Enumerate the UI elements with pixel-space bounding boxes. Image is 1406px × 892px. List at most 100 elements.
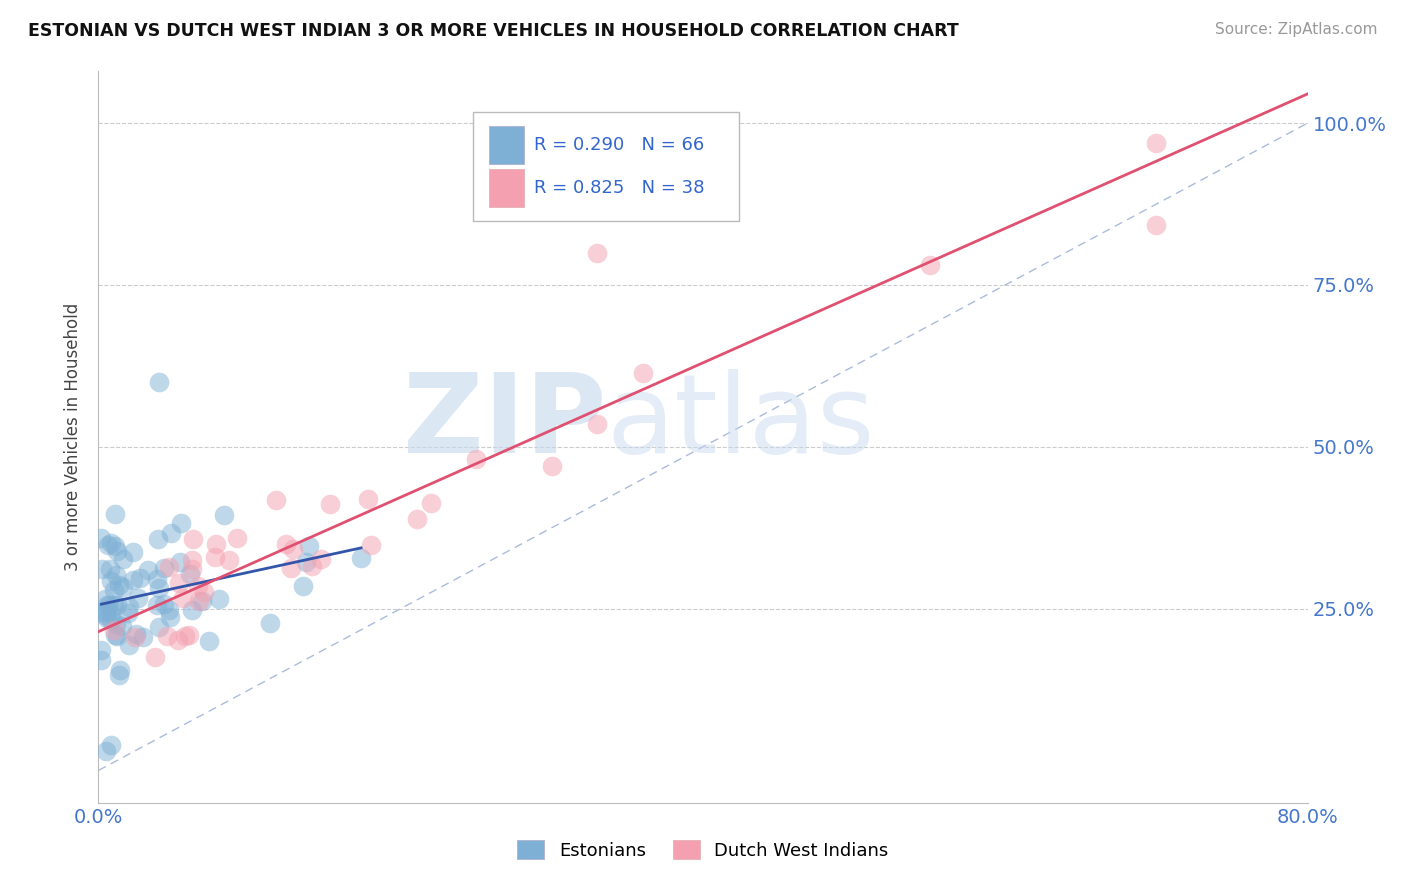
Point — [280, 561, 302, 575]
Point — [125, 626, 148, 640]
Point — [107, 578, 129, 592]
Point — [152, 560, 174, 574]
Point — [198, 634, 221, 648]
Point — [146, 572, 169, 586]
Point — [143, 649, 166, 664]
Legend: Estonians, Dutch West Indians: Estonians, Dutch West Indians — [510, 833, 896, 867]
Point — [148, 620, 170, 634]
Point — [90, 652, 112, 666]
Point — [94, 744, 117, 758]
Point — [105, 543, 128, 558]
Point — [208, 591, 231, 606]
Point — [173, 591, 195, 606]
Point — [586, 417, 609, 431]
Point — [118, 638, 141, 652]
Point — [100, 535, 122, 549]
Point — [169, 555, 191, 569]
Point — [292, 579, 315, 593]
Point — [301, 559, 323, 574]
Point — [181, 561, 204, 575]
Point — [90, 642, 112, 657]
Point — [319, 497, 342, 511]
Point — [94, 603, 117, 617]
Point — [112, 580, 135, 594]
Point — [104, 628, 127, 642]
Point — [105, 629, 128, 643]
Point — [205, 537, 228, 551]
Point — [124, 630, 146, 644]
Point — [97, 537, 120, 551]
Point — [193, 585, 215, 599]
Point — [218, 553, 240, 567]
Point — [405, 512, 427, 526]
Point — [96, 598, 118, 612]
Point — [122, 545, 145, 559]
Point — [212, 508, 235, 522]
Point — [132, 631, 155, 645]
Point — [350, 551, 373, 566]
Point — [465, 452, 488, 467]
Point — [100, 607, 122, 621]
Point — [204, 550, 226, 565]
Point — [100, 614, 122, 628]
Point — [357, 491, 380, 506]
Point — [283, 542, 305, 557]
FancyBboxPatch shape — [474, 112, 740, 221]
Text: ESTONIAN VS DUTCH WEST INDIAN 3 OR MORE VEHICLES IN HOUSEHOLD CORRELATION CHART: ESTONIAN VS DUTCH WEST INDIAN 3 OR MORE … — [28, 22, 959, 40]
Point — [157, 559, 180, 574]
Point — [191, 594, 214, 608]
Point — [187, 594, 209, 608]
Point — [117, 606, 139, 620]
Point — [1144, 218, 1167, 232]
Point — [177, 628, 200, 642]
Point — [108, 667, 131, 681]
Point — [148, 581, 170, 595]
Point — [104, 539, 127, 553]
Point — [94, 591, 117, 606]
Point — [181, 532, 204, 546]
Point — [128, 571, 150, 585]
Point — [157, 603, 180, 617]
Point — [298, 539, 321, 553]
Text: R = 0.825   N = 38: R = 0.825 N = 38 — [534, 179, 704, 197]
Point — [156, 629, 179, 643]
Point — [127, 591, 149, 605]
Point — [110, 619, 132, 633]
Point — [90, 531, 112, 545]
Text: ZIP: ZIP — [404, 369, 606, 476]
Point — [169, 516, 191, 531]
Point — [93, 607, 115, 622]
Point — [586, 245, 609, 260]
Text: R = 0.290   N = 66: R = 0.290 N = 66 — [534, 136, 704, 154]
Point — [136, 562, 159, 576]
Text: atlas: atlas — [606, 369, 875, 476]
Point — [96, 611, 118, 625]
Point — [153, 597, 176, 611]
FancyBboxPatch shape — [489, 169, 524, 208]
Point — [100, 574, 122, 588]
Point — [121, 573, 143, 587]
Point — [98, 561, 121, 575]
Point — [108, 663, 131, 677]
Point — [105, 598, 128, 612]
Point — [181, 603, 204, 617]
Point — [117, 599, 139, 614]
Point — [159, 610, 181, 624]
Point — [148, 532, 170, 546]
Point — [360, 539, 382, 553]
Point — [160, 526, 183, 541]
Point — [97, 599, 120, 613]
Point — [104, 507, 127, 521]
Point — [179, 567, 201, 582]
FancyBboxPatch shape — [489, 126, 524, 164]
Point — [1144, 136, 1167, 150]
Point — [274, 537, 297, 551]
Point — [631, 366, 654, 380]
Point — [103, 623, 125, 637]
Point — [540, 459, 562, 474]
Point — [226, 531, 249, 545]
Point — [103, 599, 125, 613]
Point — [90, 605, 112, 619]
Point — [112, 552, 135, 566]
Point — [103, 582, 125, 597]
